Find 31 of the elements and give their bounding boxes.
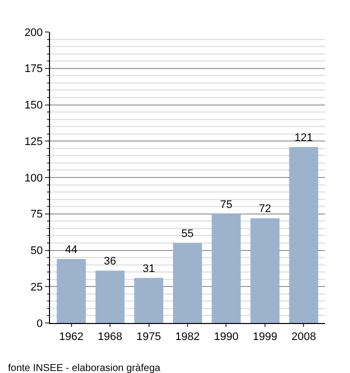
bar [250,218,280,323]
x-tick-label: 1990 [214,331,238,344]
x-tick-label: 2008 [291,331,316,344]
data-label: 75 [220,198,232,211]
data-label: 55 [181,228,194,240]
y-tick-label: 175 [24,63,43,76]
y-tick-label: 200 [24,26,43,39]
x-tick-label: 1968 [98,331,122,344]
bar [96,270,125,323]
y-tick-label: 125 [24,136,43,148]
bar [56,258,86,323]
data-label: 72 [258,203,272,216]
x-tick-label: 1999 [252,331,278,344]
y-tick-label: 100 [24,172,43,184]
x-tick-label: 1982 [175,331,200,344]
data-label: 31 [142,262,155,275]
bar [172,242,202,323]
data-label: 36 [104,256,116,268]
y-tick-label: 0 [36,318,43,330]
data-label: 121 [294,132,313,144]
bar [289,146,318,323]
y-tick-label: 50 [30,245,43,258]
bar [212,214,241,323]
data-label: 44 [65,244,78,256]
y-tick-label: 25 [30,281,43,294]
source-note: fonte INSEE - elaborasion gràfega [8,363,161,373]
x-tick-label: 1975 [136,331,162,344]
bar [134,278,164,323]
y-tick-label: 75 [30,208,43,221]
y-tick-label: 150 [24,100,43,112]
x-tick-label: 1962 [59,331,84,344]
